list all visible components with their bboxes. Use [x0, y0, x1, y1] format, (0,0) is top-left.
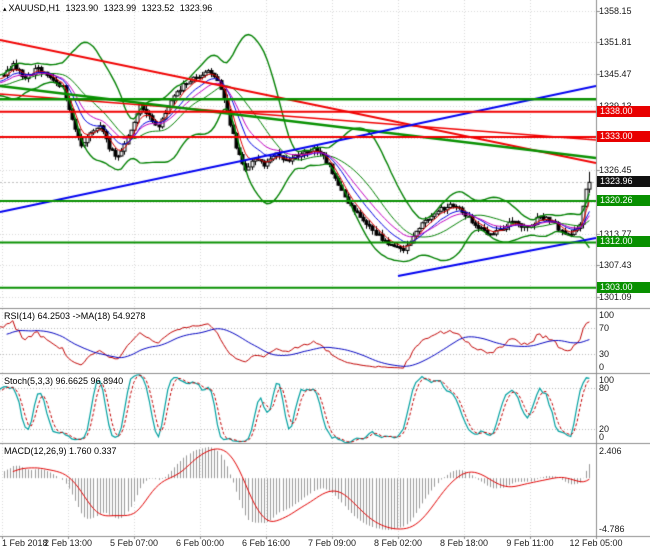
indicator-axis-label: -4.786 [599, 524, 625, 534]
ohlc-low: 1323.52 [141, 3, 175, 13]
indicator-axis-label: 100 [599, 375, 615, 385]
indicator-axis-label: 30 [599, 348, 610, 359]
ohlc-open: 1323.90 [65, 3, 99, 13]
macd-indicator-label: MACD(12,26,9) 1.760 0.337 [4, 446, 117, 456]
time-tick-label: 8 Feb 02:00 [373, 538, 423, 548]
chart-title: ▴ XAUUSD,H1 1323.90 1323.99 1323.52 1323.… [3, 3, 215, 13]
price-level-label: 1323.96 [597, 176, 650, 188]
price-tick-label: 1358.15 [599, 5, 632, 16]
price-level-label: 1333.00 [597, 130, 650, 142]
price-tick-label: 1301.09 [599, 292, 632, 303]
time-tick-label: 8 Feb 18:00 [439, 538, 489, 548]
stoch-indicator-label: Stoch(5,3,3) 96.6625 96.8940 [4, 376, 124, 386]
time-tick-label: 9 Feb 11:00 [506, 538, 554, 548]
ohlc-high: 1323.99 [103, 3, 137, 13]
price-tick-label: 1351.81 [599, 37, 632, 48]
time-tick-label: 5 Feb 07:00 [109, 538, 159, 548]
time-tick-label: 7 Feb 09:00 [307, 538, 357, 548]
indicator-axis-label: 2.406 [599, 446, 622, 456]
indicator-axis-label: 70 [599, 323, 610, 334]
price-level-label: 1312.00 [597, 236, 650, 248]
time-tick-label: 6 Feb 00:00 [175, 538, 225, 548]
time-axis[interactable]: 1 Feb 2018 2 Feb 13:00 5 Feb 07:00 6 Feb 00… [0, 538, 650, 550]
price-tick-label: 1345.47 [599, 69, 632, 80]
ohlc-close: 1323.96 [179, 3, 213, 13]
symbol-name: XAUUSD,H1 [8, 3, 61, 13]
indicator-axis-label: 100 [599, 310, 615, 320]
rsi-indicator-label: RSI(14) 64.2503 ->MA(18) 54.9278 [4, 311, 146, 321]
price-level-label: 1320.26 [597, 194, 650, 206]
chart-marker-icon: ▴ [3, 6, 7, 13]
price-tick-label: 1307.43 [599, 260, 632, 271]
price-axis[interactable]: 1358.151351.811345.471339.131332.791326.… [597, 0, 650, 536]
price-tick-label: 1313.77 [599, 228, 632, 239]
price-level-label: 1303.00 [597, 281, 650, 293]
indicator-axis-label: 0 [599, 362, 605, 372]
time-tick-label: 1 Feb 2018 [2, 538, 48, 548]
time-tick-label: 2 Feb 13:00 [43, 538, 93, 548]
price-level-label: 1338.00 [597, 105, 650, 117]
indicator-axis-label: 80 [599, 382, 610, 393]
time-tick-label: 6 Feb 16:00 [241, 538, 291, 548]
indicator-axis-label: 0 [599, 432, 605, 442]
price-tick-label: 1326.45 [599, 164, 632, 175]
time-tick-label: 12 Feb 05:00 [569, 538, 623, 548]
indicator-axis-label: 20 [599, 424, 610, 435]
